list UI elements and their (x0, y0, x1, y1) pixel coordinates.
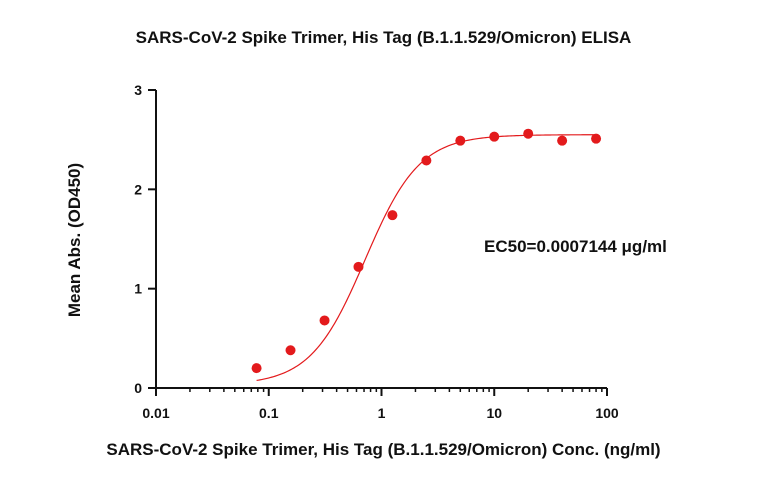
y-tick-label: 3 (134, 82, 142, 98)
axes: 0.01 0.1 1 10 100 0 1 2 3 (134, 82, 619, 421)
data-point (319, 315, 330, 326)
data-point (421, 155, 432, 166)
data-point (387, 210, 398, 221)
data-point (455, 135, 466, 146)
y-tick-label: 1 (134, 281, 142, 297)
data-point (489, 131, 500, 142)
chart-title: SARS-CoV-2 Spike Trimer, His Tag (B.1.1.… (0, 28, 767, 48)
ec50-annotation: EC50=0.0007144 μg/ml (484, 237, 667, 256)
data-point (591, 133, 602, 144)
data-point (523, 128, 534, 139)
x-tick-label: 100 (595, 405, 619, 421)
data-point (557, 135, 568, 146)
data-points-layer (251, 128, 602, 374)
x-axis-label: SARS-CoV-2 Spike Trimer, His Tag (B.1.1.… (106, 440, 661, 459)
data-point (285, 345, 296, 356)
fit-curve (256, 134, 597, 382)
x-tick-label: 0.1 (259, 405, 279, 421)
x-tick-label: 10 (486, 405, 502, 421)
x-tick-label: 1 (378, 405, 386, 421)
x-tick-label: 0.01 (142, 405, 169, 421)
data-point (251, 363, 262, 374)
y-tick-label: 0 (134, 380, 142, 396)
data-point (353, 261, 364, 272)
y-tick-label: 2 (134, 181, 142, 197)
chart-title-text: SARS-CoV-2 Spike Trimer, His Tag (B.1.1.… (135, 28, 632, 47)
fit-curve-layer (256, 134, 597, 382)
